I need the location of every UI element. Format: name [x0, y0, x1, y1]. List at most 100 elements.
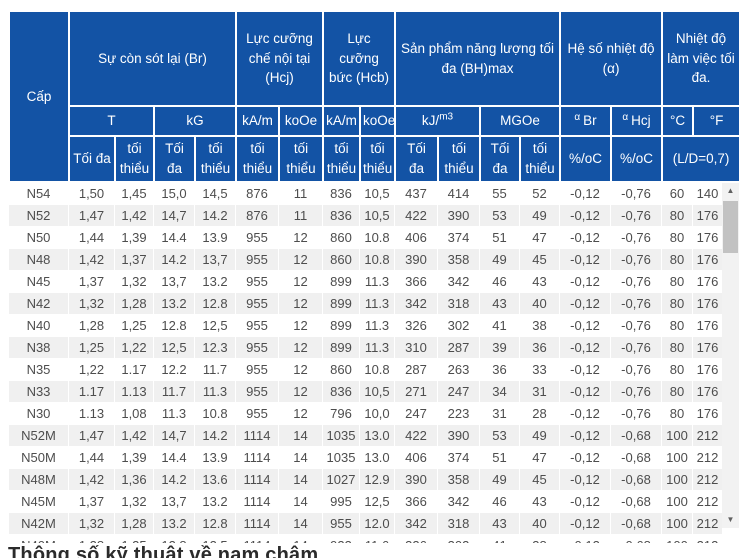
value-cell: 10.8: [359, 248, 395, 271]
value-cell: 12: [278, 380, 323, 403]
grade-cell: N50M: [8, 446, 69, 469]
value-cell: 1,42: [68, 248, 115, 271]
value-cell: -0,76: [610, 336, 662, 359]
value-cell: 955: [235, 336, 279, 359]
value-cell: 1114: [235, 424, 279, 447]
value-cell: 80: [661, 226, 693, 249]
value-cell: 13.9: [194, 226, 236, 249]
spec-table-body-table: N54 1,50 1,45 15,0 14,5 876 11 836 10,5 437 414 55 5…: [8, 182, 723, 543]
value-cell: 955: [235, 270, 279, 293]
table-row: N48M 1,42 1,36 14.2 13.6 1114 14 1027 12.9 390 358…: [8, 468, 723, 491]
value-cell: 80: [661, 270, 693, 293]
value-cell: 302: [437, 534, 480, 543]
grade-cell: N42: [8, 292, 69, 315]
value-cell: 899: [322, 336, 360, 359]
grade-cell: N48M: [8, 468, 69, 491]
value-cell: 100: [661, 424, 693, 447]
value-cell: 271: [394, 380, 438, 403]
table-row: N54 1,50 1,45 15,0 14,5 876 11 836 10,5 437 414 55 5…: [8, 182, 723, 205]
value-cell: 28: [519, 402, 560, 425]
sub-header-max: Tối đa: [68, 135, 116, 183]
scroll-down-icon[interactable]: ▼: [722, 512, 739, 528]
value-cell: -0,68: [610, 534, 662, 543]
value-cell: 302: [437, 314, 480, 337]
value-cell: 38: [519, 314, 560, 337]
sub-header-pct-oc: %/oC: [559, 135, 613, 183]
value-cell: 955: [235, 380, 279, 403]
value-cell: 31: [519, 380, 560, 403]
value-cell: 49: [519, 204, 560, 227]
value-cell: -0,12: [559, 446, 611, 469]
clipped-section-heading: Thông số kỹ thuật về nam châm: [8, 544, 319, 558]
value-cell: 1,25: [114, 534, 154, 543]
value-cell: 358: [437, 248, 480, 271]
value-cell: 1,08: [114, 402, 154, 425]
table-row: N50M 1,44 1,39 14.4 13.9 1114 14 1035 13.0 406 374…: [8, 446, 723, 469]
table-row: N42M 1,32 1,28 13.2 12.8 1114 14 955 12.0 342 318 4…: [8, 512, 723, 535]
value-cell: 49: [479, 468, 520, 491]
value-cell: 1,44: [68, 226, 115, 249]
sub-header-min: tối thiểu: [437, 135, 482, 183]
value-cell: 100: [661, 512, 693, 535]
grade-cell: N54: [8, 182, 69, 205]
unit-header-mgoe: MGOe: [479, 105, 562, 137]
value-cell: 10.8: [359, 358, 395, 381]
value-cell: 1,32: [114, 270, 154, 293]
value-cell: 860: [322, 248, 360, 271]
value-cell: 836: [322, 380, 360, 403]
value-cell: 1.17: [114, 358, 154, 381]
value-cell: 176: [692, 292, 723, 315]
value-cell: 390: [437, 204, 480, 227]
value-cell: 212: [692, 424, 723, 447]
value-cell: 13.0: [359, 446, 395, 469]
sub-header-min: tối thiểu: [359, 135, 397, 183]
value-cell: 15,0: [153, 182, 195, 205]
value-cell: 11.3: [359, 314, 395, 337]
value-cell: 263: [437, 358, 480, 381]
value-cell: 13.9: [194, 446, 236, 469]
value-cell: 1,37: [114, 248, 154, 271]
value-cell: 80: [661, 402, 693, 425]
value-cell: 422: [394, 204, 438, 227]
value-cell: -0,12: [559, 358, 611, 381]
value-cell: 1,22: [114, 336, 154, 359]
table-body: N54 1,50 1,45 15,0 14,5 876 11 836 10,5 437 414 55 5…: [8, 182, 723, 543]
value-cell: 1,39: [114, 446, 154, 469]
value-cell: 955: [235, 314, 279, 337]
value-cell: 899: [322, 270, 360, 293]
value-cell: 14.2: [194, 204, 236, 227]
unit-header-tesla: T: [68, 105, 155, 137]
value-cell: 12: [278, 292, 323, 315]
col-header-grade: Cấp: [8, 10, 70, 183]
value-cell: 995: [322, 490, 360, 513]
value-cell: 955: [235, 402, 279, 425]
value-cell: 390: [394, 248, 438, 271]
value-cell: 52: [519, 182, 560, 205]
value-cell: 955: [235, 358, 279, 381]
unit-header-hcb-kooe: koOe: [359, 105, 397, 137]
value-cell: -0,68: [610, 512, 662, 535]
value-cell: 1114: [235, 446, 279, 469]
value-cell: 14.2: [194, 424, 236, 447]
value-cell: 1,36: [114, 468, 154, 491]
grade-cell: N40: [8, 314, 69, 337]
value-cell: 47: [519, 446, 560, 469]
value-cell: 212: [692, 468, 723, 491]
value-cell: 1027: [322, 468, 360, 491]
value-cell: 80: [661, 248, 693, 271]
table-scroll-area[interactable]: N54 1,50 1,45 15,0 14,5 876 11 836 10,5 437 414 55 5…: [8, 182, 739, 543]
scrollbar-thumb[interactable]: [723, 201, 738, 253]
value-cell: 1,25: [114, 314, 154, 337]
vertical-scrollbar[interactable]: ▲ ▼: [722, 183, 739, 528]
scroll-up-icon[interactable]: ▲: [722, 183, 739, 199]
value-cell: 11.3: [359, 292, 395, 315]
value-cell: -0,68: [610, 446, 662, 469]
value-cell: -0,12: [559, 270, 611, 293]
value-cell: 55: [479, 182, 520, 205]
value-cell: 860: [322, 226, 360, 249]
value-cell: 49: [479, 248, 520, 271]
group-header-hcb: Lực cưỡng bức (Hcb): [322, 10, 397, 107]
value-cell: 34: [479, 380, 520, 403]
value-cell: -0,68: [610, 424, 662, 447]
